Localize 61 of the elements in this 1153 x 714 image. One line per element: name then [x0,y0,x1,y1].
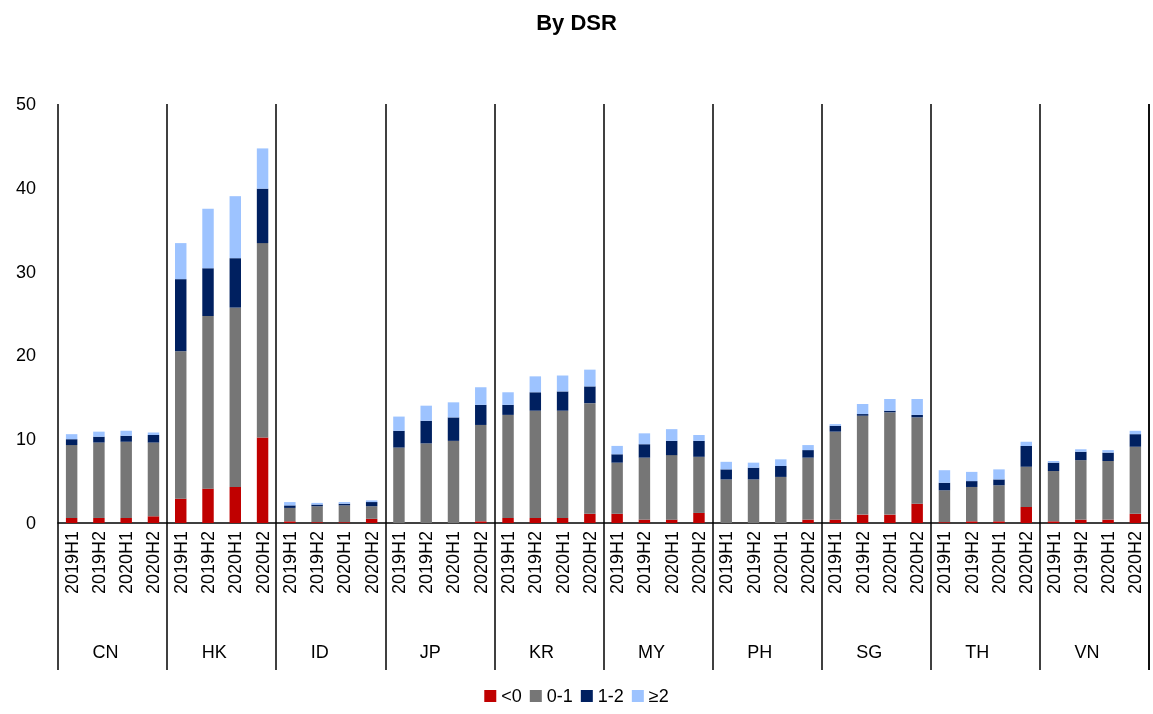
x-tick-label: 2020H2 [252,531,273,595]
y-tick-label: 0 [25,513,36,533]
x-tick-label: 2019H1 [279,531,300,595]
legend-label: 1-2 [597,686,624,706]
x-tick-label: 2020H2 [470,531,491,595]
text: SG [856,642,883,662]
x-tick-label: 2020H1 [988,531,1009,595]
x-tick-label: 2020H2 [361,531,382,595]
text: HK [201,642,227,662]
text: JP [419,642,441,662]
x-tick-label: 2019H2 [88,531,109,595]
x-tick-label: 2020H1 [334,531,355,595]
text: KR [528,642,554,662]
x-tick-label: 2020H1 [116,531,137,595]
x-tick-label: 2019H2 [743,531,764,595]
x-tick-label: 2019H1 [388,531,409,595]
x-tick-label: 2020H2 [1125,531,1146,595]
x-tick-label: 2019H1 [498,531,519,595]
text: CN [92,642,119,662]
text: MY [638,642,666,662]
x-tick-label: 2020H2 [907,531,928,595]
x-tick-label: 2020H2 [1016,531,1037,595]
y-tick-label: 50 [15,94,36,114]
y-tick-label: 10 [15,429,36,450]
x-tick-label: 2020H1 [1098,531,1119,595]
x-tick-label: 2020H1 [770,531,791,595]
x-tick-label: 2019H1 [61,531,82,595]
x-tick-label: 2019H1 [170,531,191,595]
text: VN [1074,642,1100,662]
legend-label: ≥2 [648,686,669,706]
x-tick-label: 2019H2 [852,531,873,595]
x-tick-label: 2019H1 [716,531,737,595]
text: TH [965,642,990,662]
x-tick-label: 2020H1 [552,531,573,595]
legend-label: <0 [501,686,522,706]
x-tick-label: 2019H1 [934,531,955,595]
y-tick-label: 40 [15,177,36,198]
x-tick-label: 2019H2 [525,531,546,595]
text: PH [747,642,773,662]
x-tick-label: 2019H1 [607,531,628,595]
legend-label: 0-1 [546,686,573,706]
x-tick-label: 2019H2 [198,531,219,595]
x-tick-label: 2019H2 [307,531,328,595]
x-tick-label: 2019H2 [416,531,437,595]
x-tick-label: 2019H2 [961,531,982,595]
chart-title: By DSR [536,9,617,35]
x-tick-label: 2020H1 [661,531,682,595]
x-tick-label: 2019H2 [1070,531,1091,595]
x-tick-label: 2020H2 [143,531,164,595]
x-tick-label: 2020H1 [225,531,246,595]
x-tick-label: 2019H2 [634,531,655,595]
x-tick-label: 2020H1 [443,531,464,595]
text: ID [310,642,329,662]
x-tick-label: 2020H2 [579,531,600,595]
y-tick-label: 30 [15,261,36,282]
x-tick-label: 2020H2 [688,531,709,595]
y-tick-label: 20 [15,345,36,366]
x-tick-label: 2020H2 [798,531,819,595]
x-tick-label: 2020H1 [879,531,900,595]
x-tick-label: 2019H1 [1043,531,1064,595]
x-tick-label: 2019H1 [825,531,846,595]
